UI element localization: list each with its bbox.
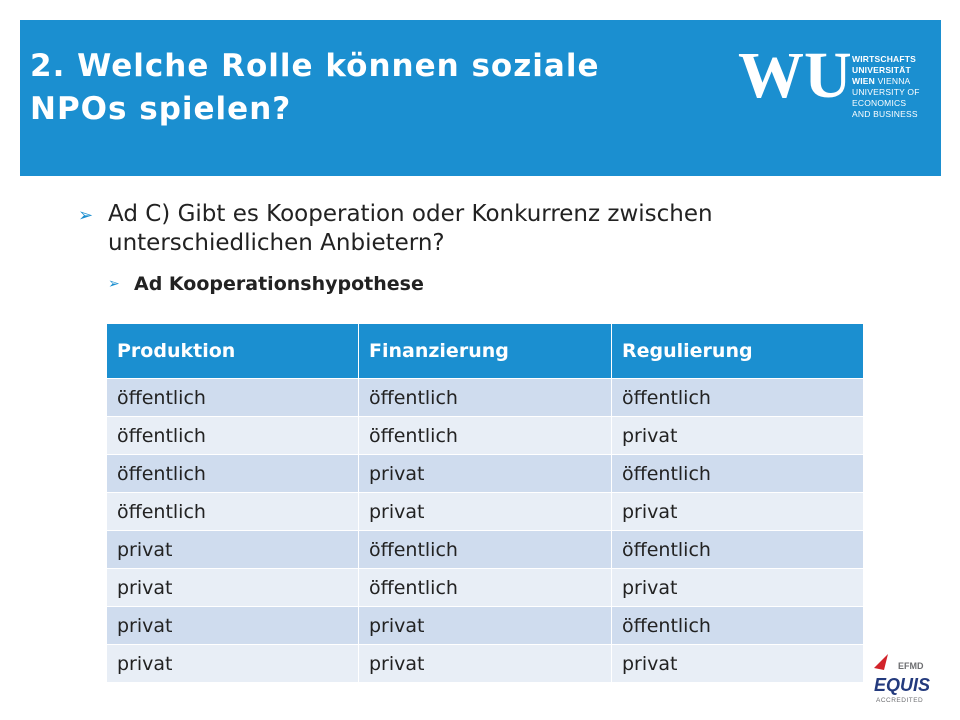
table-row: öffentlich öffentlich öffentlich — [106, 378, 864, 417]
equis-status: ACCREDITED — [876, 697, 923, 704]
table-cell: privat — [358, 606, 612, 645]
table-cell: öffentlich — [106, 416, 359, 455]
table-row: privat privat privat — [106, 644, 864, 683]
table-row: privat öffentlich privat — [106, 568, 864, 607]
column-header-finanzierung: Finanzierung — [358, 323, 612, 379]
table-cell: öffentlich — [611, 454, 864, 493]
logo-line: UNIVERSITY OF — [852, 87, 920, 97]
slide-title-line-2: NPOs spielen? — [30, 91, 292, 127]
equis-org: EFMD — [898, 661, 924, 671]
table-row: öffentlich privat privat — [106, 492, 864, 531]
table-cell: privat — [611, 416, 864, 455]
table-row: privat öffentlich öffentlich — [106, 530, 864, 569]
table-cell: öffentlich — [358, 378, 612, 417]
table-cell: privat — [611, 644, 864, 683]
table-cell: öffentlich — [106, 454, 359, 493]
cooperation-table: Produktion Finanzierung Regulierung öffe… — [106, 323, 864, 683]
table-header-row: Produktion Finanzierung Regulierung — [106, 323, 864, 379]
slide-title: 2. Welche Rolle können soziale NPOs spie… — [30, 45, 690, 131]
table-cell: privat — [106, 568, 359, 607]
table-cell: öffentlich — [106, 492, 359, 531]
bullet-level-2-text: Ad Kooperationshypothese — [134, 273, 424, 295]
bullet-level-1: ➢ Ad C) Gibt es Kooperation oder Konkurr… — [78, 200, 840, 258]
table-row: öffentlich öffentlich privat — [106, 416, 864, 455]
bullet-level-1-line-2: unterschiedlichen Anbietern? — [108, 230, 445, 256]
table-row: privat privat öffentlich — [106, 606, 864, 645]
bullet-level-1-text: Ad C) Gibt es Kooperation oder Konkurren… — [108, 200, 840, 258]
logo-line: WIRTSCHAFTS — [852, 54, 917, 64]
title-banner — [20, 20, 941, 176]
arrow-bullet-icon: ➢ — [78, 205, 94, 226]
wu-logo-wordmark: WIRTSCHAFTS UNIVERSITÄT WIEN VIENNA UNIV… — [852, 54, 920, 120]
bullet-level-2: ➢ Ad Kooperationshypothese — [108, 273, 424, 295]
logo-line-rest: VIENNA — [877, 76, 911, 86]
logo-line: UNIVERSITÄT — [852, 65, 911, 75]
wu-logo: WU WIRTSCHAFTS UNIVERSITÄT WIEN VIENNA U… — [738, 45, 928, 155]
table-cell: privat — [106, 530, 359, 569]
logo-line-bold: WIEN — [852, 76, 875, 86]
logo-line: AND BUSINESS — [852, 109, 918, 119]
wu-logo-mark: WU — [738, 45, 850, 107]
table-cell: öffentlich — [611, 530, 864, 569]
slide-title-line-1: 2. Welche Rolle können soziale — [30, 48, 600, 84]
logo-line: WIEN VIENNA — [852, 76, 920, 87]
equis-name: EQUIS — [874, 675, 930, 695]
table-cell: öffentlich — [611, 606, 864, 645]
equis-swoosh-icon — [874, 654, 888, 670]
table-cell: privat — [611, 568, 864, 607]
arrow-bullet-icon: ➢ — [108, 276, 120, 292]
table-cell: öffentlich — [358, 568, 612, 607]
column-header-regulierung: Regulierung — [611, 323, 864, 379]
table-cell: privat — [358, 454, 612, 493]
table-cell: öffentlich — [611, 378, 864, 417]
logo-line: ECONOMICS — [852, 98, 907, 108]
equis-accreditation-logo: EFMD EQUIS ACCREDITED — [874, 654, 930, 704]
table-cell: privat — [106, 644, 359, 683]
table-row: öffentlich privat öffentlich — [106, 454, 864, 493]
table-cell: privat — [358, 644, 612, 683]
table-cell: öffentlich — [358, 530, 612, 569]
table-cell: privat — [106, 606, 359, 645]
column-header-produktion: Produktion — [106, 323, 359, 379]
table-cell: privat — [358, 492, 612, 531]
bullet-level-1-line-1: Ad C) Gibt es Kooperation oder Konkurren… — [108, 201, 713, 227]
table-cell: öffentlich — [358, 416, 612, 455]
wu-logo-letters: WU — [738, 45, 850, 107]
table-cell: privat — [611, 492, 864, 531]
table-cell: öffentlich — [106, 378, 359, 417]
